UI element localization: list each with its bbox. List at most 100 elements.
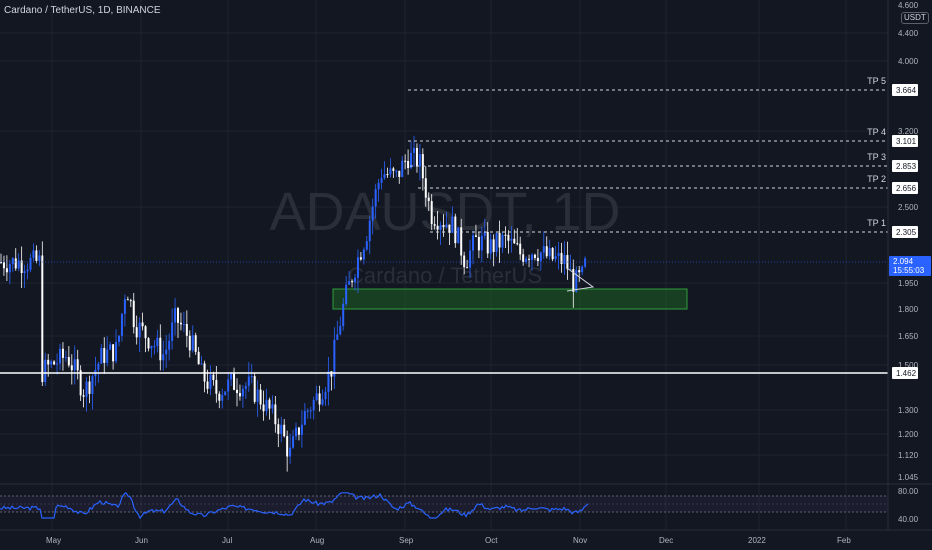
currency-badge[interactable]: USDT [901,12,929,24]
candle-body [551,248,554,260]
candle-body [289,447,292,457]
target-price: 3.101 [896,137,917,146]
candle-body [359,257,362,260]
candle-body [73,359,76,371]
candle-body [212,374,215,381]
price-axis[interactable]: 4.600 4.400 4.000 3.200 2.500 1.950 1.800 1.650… [898,1,919,482]
candle-body [457,227,460,244]
candle-body [418,154,421,167]
candle-body [35,250,38,261]
candle-body [82,395,85,397]
candle-body [404,160,407,162]
candle-body [215,380,218,394]
candle-body [495,232,498,252]
candle-body [557,252,560,257]
candle-body [581,266,584,273]
candle-body [88,381,91,394]
candle-body [129,300,132,302]
candle-body [442,225,445,227]
candle-body [262,404,265,412]
target-price: 3.664 [896,86,917,95]
candle-body [528,258,531,260]
candle-body [401,160,404,177]
candle-body [162,354,165,361]
candle-body [115,341,118,362]
candle-body [560,252,563,264]
candle-body [123,299,126,314]
candle-body [572,269,575,292]
candle-body [339,326,342,335]
candle-body [150,346,153,349]
support-price: 1.462 [896,369,917,378]
candle-body [59,348,61,364]
target-label: TP 2 [867,174,886,184]
candle-body [50,361,53,365]
candle-body [132,300,135,328]
time-label: Oct [485,536,498,545]
candle-body [182,323,185,325]
candle-body [297,427,300,435]
candle-body [377,182,380,190]
candle-body [507,234,510,241]
candle-body [433,224,436,226]
candle-body [2,262,5,269]
candle-body [253,376,256,402]
candle-body [539,252,542,262]
candle-body [545,246,548,257]
candle-body [472,235,474,251]
target-price-badge [892,160,918,172]
candle-body [386,174,389,176]
candle-body [76,359,79,371]
candle-body [29,257,32,270]
candle-body [395,170,398,172]
candle-body [312,400,315,411]
candle-body [295,427,297,437]
candle-body [26,269,29,272]
time-axis[interactable]: May Jun Jul Aug Sep Oct Nov Dec 2022 Feb [46,536,851,545]
candle-body [448,224,451,233]
candle-body [138,322,141,338]
candle-body [47,359,50,365]
target-label: TP 1 [867,218,886,228]
candle-body [542,246,545,253]
candle-body [41,255,44,383]
rsi-line [0,491,589,520]
candle-body [321,399,324,405]
support-zone[interactable] [332,288,688,310]
candle-body [156,337,159,346]
candle-body [415,147,418,167]
candle-body [174,308,177,323]
candle-body [519,243,522,255]
candle-body [233,373,236,390]
candle-body [492,239,495,252]
candle-body [398,170,401,177]
candle-body [241,388,244,397]
candle-body [300,424,303,435]
rsi-upper-label: 80.00 [898,487,919,496]
price-tick: 1.045 [898,473,919,482]
candle-body [64,357,67,359]
time-label: Sep [399,536,414,545]
candle-body [483,232,486,236]
candle-body [67,357,70,366]
target-label: TP 5 [867,76,886,86]
candle-body [365,241,368,250]
candle-body [356,257,359,278]
candle-body [11,258,14,265]
time-label: Dec [659,536,673,545]
candle-body [466,267,469,269]
chart-title: Cardano / TetherUS, 1D, BINANCE [4,5,161,16]
candle-body [32,250,35,258]
wedge-drawing[interactable] [566,267,595,292]
candle-body [247,376,250,386]
candle-body [141,322,144,327]
candle-body [191,335,194,351]
candle-body [283,424,286,437]
candle-countdown: 15:55:03 [893,266,925,275]
target-label: TP 3 [867,152,886,162]
candle-body [91,376,94,394]
candle-body [454,216,457,244]
target-price-badge [892,182,918,194]
target-label: TP 4 [867,127,886,137]
